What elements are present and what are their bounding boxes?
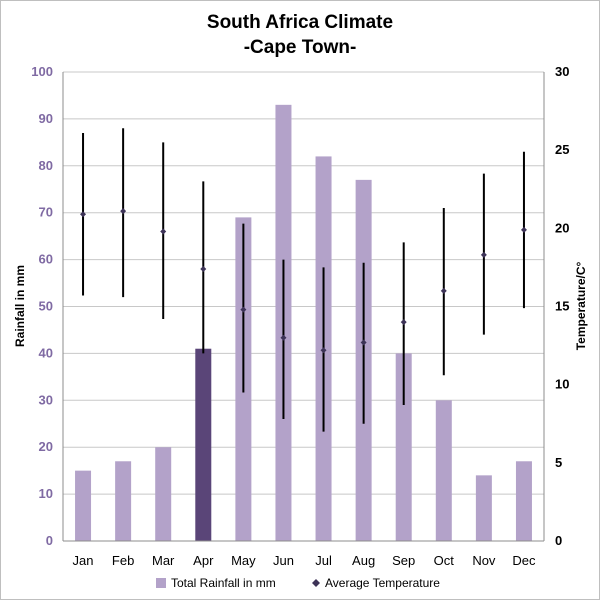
- x-tick-label-sep: Sep: [392, 553, 415, 568]
- temperature-point-jun: [280, 334, 287, 341]
- x-tick-label-may: May: [231, 553, 256, 568]
- left-tick-label: 30: [39, 392, 53, 407]
- legend-label-rainfall: Total Rainfall in mm: [171, 576, 276, 590]
- left-tick-label: 100: [31, 64, 53, 79]
- left-axis-ticks: 0 10 20 30 40 50 60 70 80 90 100: [31, 64, 53, 548]
- left-axis-label: Rainfall in mm: [13, 265, 27, 347]
- temperature-point-jan: [80, 211, 87, 218]
- rainfall-bar-jan: [75, 470, 92, 541]
- x-tick-label-jul: Jul: [315, 553, 332, 568]
- right-tick-label: 25: [555, 142, 569, 157]
- temperature-point-feb: [120, 208, 127, 215]
- legend-label-temperature: Average Temperature: [325, 576, 440, 590]
- legend-swatch-rainfall: [156, 578, 166, 588]
- temperature-point-nov: [480, 251, 487, 258]
- x-axis-ticks: Jan Feb Mar Apr May Jun Jul Aug Sep Oct Nov Dec: [73, 553, 536, 568]
- right-tick-label: 10: [555, 377, 569, 392]
- left-tick-label: 50: [39, 299, 53, 314]
- left-tick-label: 0: [46, 533, 53, 548]
- temperature-point-aug: [360, 339, 367, 346]
- x-tick-label-dec: Dec: [512, 553, 536, 568]
- rainfall-bar-mar: [155, 447, 172, 541]
- rainfall-bar-sep: [395, 353, 412, 541]
- temperature-point-may: [240, 306, 247, 313]
- temperature-point-jul: [320, 347, 327, 354]
- temperature-point-dec: [520, 226, 527, 233]
- x-tick-label-jun: Jun: [273, 553, 294, 568]
- x-tick-label-nov: Nov: [472, 553, 496, 568]
- rainfall-bar-dec: [515, 461, 532, 541]
- gridlines: [63, 71, 544, 495]
- rainfall-bar-apr: [195, 348, 212, 541]
- left-tick-label: 70: [39, 205, 53, 220]
- legend: Total Rainfall in mm Average Temperature: [156, 576, 440, 590]
- right-tick-label: 15: [555, 299, 569, 314]
- left-tick-label: 40: [39, 345, 53, 360]
- x-tick-label-apr: Apr: [193, 553, 214, 568]
- temperature-point-sep: [400, 319, 407, 326]
- temperature-point-mar: [160, 228, 167, 235]
- right-tick-label: 5: [555, 455, 562, 470]
- temperature-point-oct: [440, 287, 447, 294]
- right-tick-label: 30: [555, 64, 569, 79]
- left-tick-label: 90: [39, 111, 53, 126]
- x-tick-label-jan: Jan: [73, 553, 94, 568]
- legend-marker-temperature: [312, 579, 320, 587]
- temperature-markers: [80, 128, 527, 432]
- x-tick-label-oct: Oct: [434, 553, 455, 568]
- rainfall-bar-feb: [115, 461, 132, 541]
- x-tick-label-feb: Feb: [112, 553, 134, 568]
- left-tick-label: 60: [39, 252, 53, 267]
- left-tick-label: 10: [39, 486, 53, 501]
- x-tick-label-mar: Mar: [152, 553, 175, 568]
- rainfall-bar-nov: [475, 475, 492, 541]
- x-tick-label-aug: Aug: [352, 553, 375, 568]
- left-tick-label: 80: [39, 158, 53, 173]
- left-tick-label: 20: [39, 439, 53, 454]
- right-tick-label: 20: [555, 220, 569, 235]
- right-axis-label: Temperature/C°: [574, 262, 588, 351]
- chart-title-line1: South Africa Climate: [207, 12, 393, 33]
- temperature-point-apr: [200, 265, 207, 272]
- right-tick-label: 0: [555, 533, 562, 548]
- rainfall-bar-oct: [435, 400, 452, 541]
- chart-title-line2: -Cape Town-: [244, 37, 357, 58]
- right-axis-ticks: 0 5 10 15 20 25 30: [555, 64, 569, 548]
